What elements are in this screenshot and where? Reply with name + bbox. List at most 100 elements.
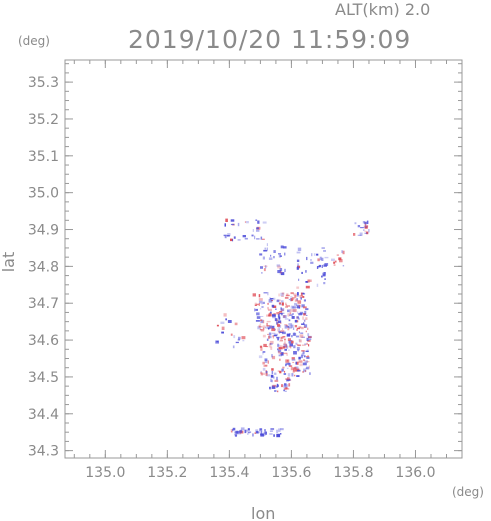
echo-point — [266, 338, 269, 341]
y-tick-label: 34.5 — [28, 370, 59, 386]
echo-point — [278, 354, 282, 357]
echo-point — [220, 321, 225, 324]
echo-point — [230, 219, 235, 222]
echo-point — [357, 234, 362, 236]
echo-point — [293, 351, 297, 355]
echo-point — [321, 257, 324, 261]
echo-point — [255, 308, 258, 311]
echo-point — [258, 303, 260, 306]
echo-point — [366, 220, 369, 224]
echo-point — [303, 306, 307, 309]
echo-point — [289, 333, 291, 335]
echo-point — [225, 318, 227, 321]
echo-point — [287, 309, 291, 313]
echo-point — [278, 331, 282, 333]
echo-point — [280, 300, 284, 303]
echo-point — [247, 432, 249, 435]
echo-point — [324, 272, 326, 275]
echo-point — [268, 314, 271, 317]
echo-point — [290, 324, 294, 328]
echo-point — [292, 361, 295, 363]
echo-point — [288, 319, 291, 322]
echo-point — [262, 325, 266, 329]
echo-point — [294, 294, 297, 299]
echo-point — [256, 312, 260, 316]
echo-point — [294, 319, 298, 323]
echo-point — [296, 347, 300, 351]
echo-point — [278, 428, 281, 432]
echo-point — [292, 368, 296, 372]
echo-point — [281, 272, 285, 276]
x-tick-label: 135.2 — [147, 465, 187, 481]
echo-point — [221, 326, 225, 330]
echo-point — [331, 258, 335, 261]
echo-point — [267, 360, 269, 364]
echo-point — [294, 302, 297, 306]
echo-point — [283, 389, 285, 392]
echo-point — [278, 347, 281, 350]
echo-point — [338, 257, 342, 261]
echo-point — [233, 236, 236, 239]
echo-point — [261, 238, 265, 240]
echo-point — [277, 337, 280, 341]
echo-point — [273, 334, 277, 337]
echo-point — [269, 297, 271, 300]
echo-point — [234, 434, 237, 437]
echo-point — [284, 383, 287, 386]
echo-point — [280, 353, 284, 355]
echo-point — [269, 343, 273, 345]
echo-point — [271, 385, 276, 389]
echo-point — [297, 344, 301, 347]
echo-point — [293, 367, 297, 369]
echo-point — [297, 263, 299, 267]
echo-point — [279, 370, 282, 374]
echo-point — [262, 367, 266, 371]
echo-point — [224, 236, 227, 239]
echo-point — [303, 319, 306, 322]
echo-point — [296, 304, 299, 307]
echo-point — [254, 308, 256, 312]
echo-point — [307, 333, 310, 337]
echo-point — [342, 265, 345, 267]
echo-point — [276, 264, 280, 267]
echo-point — [272, 336, 274, 339]
echo-point — [234, 322, 238, 326]
x-tick-label: 135.6 — [271, 465, 311, 481]
echo-point — [284, 338, 286, 341]
echo-point — [280, 245, 284, 249]
echo-point — [294, 325, 298, 328]
echo-point — [237, 239, 241, 241]
echo-point — [286, 362, 290, 365]
echo-point — [298, 326, 302, 329]
echo-point — [277, 343, 279, 347]
echo-point — [283, 388, 286, 390]
echo-point — [252, 293, 256, 297]
echo-point — [232, 345, 235, 349]
echo-point — [354, 222, 357, 225]
x-tick-label: 135.8 — [333, 465, 373, 481]
echo-point — [262, 352, 264, 355]
echo-point — [264, 359, 268, 363]
echo-point — [285, 302, 287, 306]
echo-point — [262, 320, 265, 324]
echo-point — [291, 313, 294, 315]
echo-point — [299, 295, 304, 298]
echo-point — [297, 292, 299, 296]
echo-point — [280, 339, 283, 342]
echo-point — [279, 271, 282, 275]
echo-point — [256, 238, 260, 240]
echo-point — [306, 361, 310, 363]
echo-point — [242, 339, 245, 342]
echo-point — [270, 298, 274, 300]
echo-point — [281, 368, 284, 372]
echo-point — [276, 312, 279, 315]
echo-point — [287, 310, 289, 312]
echo-point — [283, 343, 288, 348]
echo-point — [270, 346, 273, 350]
echo-point — [296, 259, 300, 262]
echo-point — [291, 357, 295, 360]
echo-point — [262, 327, 264, 330]
echo-point — [276, 321, 278, 325]
echo-point — [294, 366, 299, 369]
echo-point — [290, 298, 294, 302]
